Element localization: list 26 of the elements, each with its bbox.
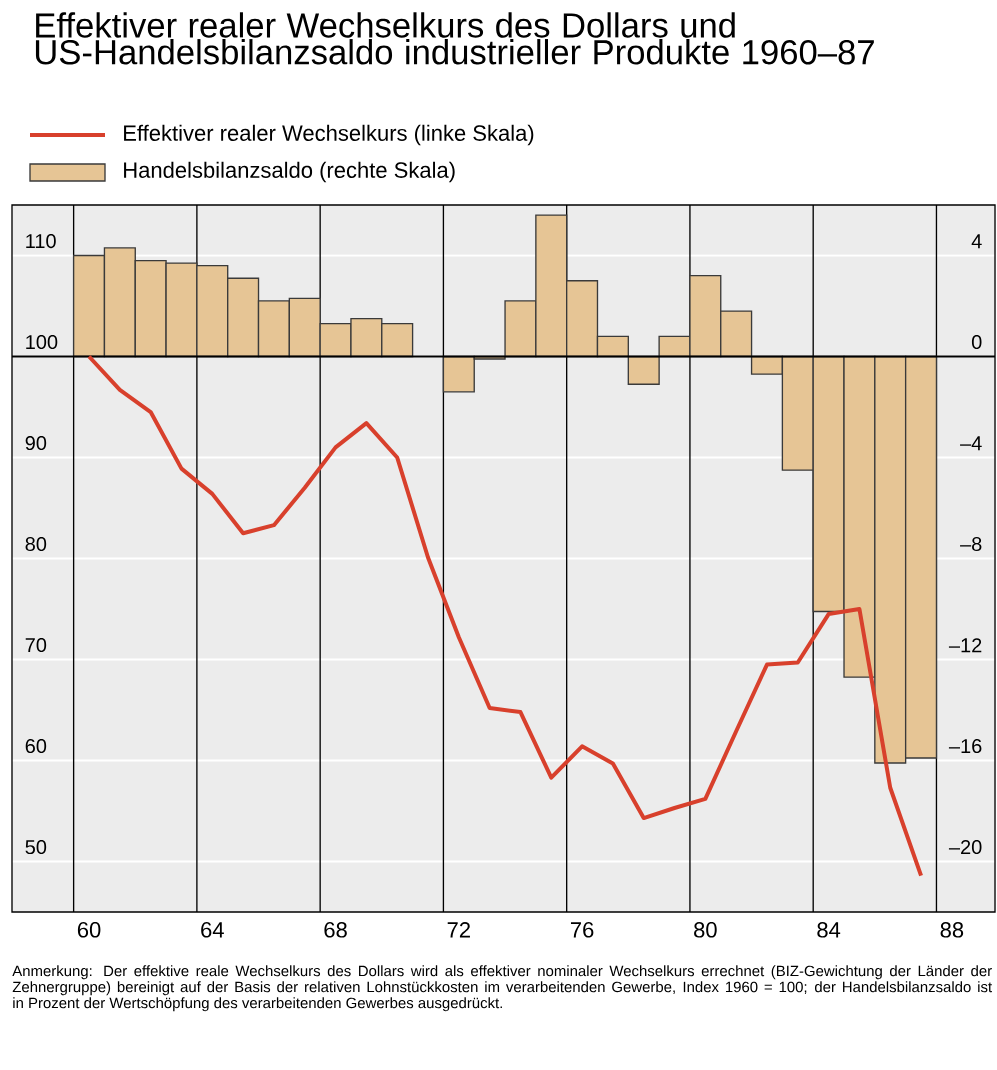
x-tick-label: 72 bbox=[447, 922, 470, 938]
y2-tick-label: –16 bbox=[948, 738, 982, 754]
x-tick-label: 76 bbox=[570, 922, 594, 938]
x-tick-label: 64 bbox=[201, 922, 224, 938]
y2-tick-label: –20 bbox=[948, 839, 982, 855]
y-tick-label: 50 bbox=[25, 839, 47, 855]
y2-tick-label: –8 bbox=[960, 536, 982, 552]
x-tick-label: 84 bbox=[817, 922, 841, 938]
y2-tick-label: –12 bbox=[948, 638, 982, 653]
y-tick-label: 110 bbox=[26, 233, 56, 249]
x-tick-label: 80 bbox=[694, 922, 717, 938]
x-tick-label: 60 bbox=[77, 922, 101, 938]
x-tick-label: 68 bbox=[324, 922, 347, 938]
text: Anmerkung: Der effektive reale Wechselkurs des Dollars wird als effektiver nominaler Wechselkurs errechnet (BIZ-Gewichtung der Länder der Zehnergruppe) bereinigt auf der Basis der relativen Lohnstückkosten im verarbeitenden Gewerbe, Index 1960 = 100; der Handelsbilanzsaldo ist in Prozent der Wertschöpfung des verarbeitenden Gewerbes ausgedrückt. bbox=[12, 965, 992, 1012]
y2-tick-label: –4 bbox=[960, 436, 982, 451]
y2-tick-label: 0 bbox=[971, 334, 982, 350]
y-tick-label: 80 bbox=[25, 536, 47, 552]
chart-title: Effektiver realer Wechselkurs des Dollars und US-Handelsbilanzsaldo industrieller Produkte 1960–87 bbox=[35, 12, 874, 65]
legend-label: Handelsbilanzsaldo (rechte Skala) bbox=[124, 161, 455, 183]
y2-tick-label: 4 bbox=[971, 234, 982, 249]
legend-label: Effektiver realer Wechselkurs (linke Skala) bbox=[124, 124, 534, 146]
y-tick-label: 100 bbox=[26, 334, 58, 350]
x-tick-label: 88 bbox=[940, 922, 964, 938]
y-tick-label: 60 bbox=[25, 738, 47, 754]
y-tick-label: 70 bbox=[25, 637, 47, 653]
y-tick-label: 90 bbox=[25, 435, 47, 451]
